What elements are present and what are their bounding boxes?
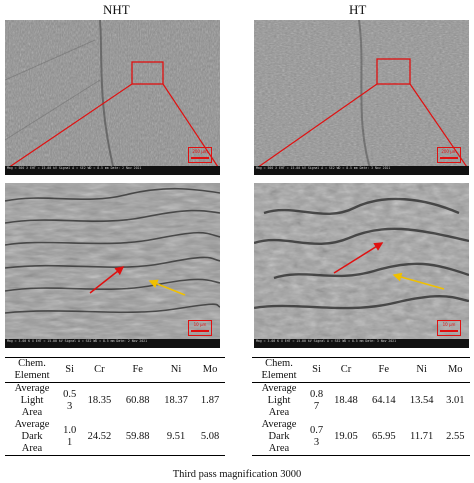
ht-overview-micrograph: 200 µm Mag = 500 X EHT = 15.00 kV Signal… xyxy=(254,20,469,175)
header-label-cell: Chem. Element xyxy=(261,358,297,381)
ht-detail-micrograph: 10 µm Mag = 3.00 K X EHT = 15.00 kV Sign… xyxy=(254,183,469,348)
cell-ni: 13.54 xyxy=(409,395,434,406)
figure-caption: Third pass magnification 3000 xyxy=(172,469,302,480)
nht-bottom-scale-bar: 10 µm xyxy=(188,320,212,336)
cell-cr: 24.52 xyxy=(87,431,112,442)
table-row: Average Dark Area 1.0 1 24.52 59.88 9.51… xyxy=(5,419,225,456)
cell-fe: 60.88 xyxy=(125,395,150,406)
table-row: Average Light Area 0.5 3 18.35 60.88 18.… xyxy=(5,383,225,420)
nht-composition-table: Chem. Element Si Cr Fe Ni Mo Average Lig… xyxy=(5,357,225,456)
cell-ni: 18.37 xyxy=(164,395,188,406)
cell-ni: 11.71 xyxy=(410,431,434,442)
table-row: Average Light Area 0.8 7 18.48 64.14 13.… xyxy=(252,383,470,420)
cell-mo: 1.87 xyxy=(200,395,220,406)
header-ni: Ni xyxy=(170,364,182,375)
header-si: Si xyxy=(65,364,75,375)
table-header-row: Chem. Element Si Cr Fe Ni Mo xyxy=(5,357,225,383)
row-label: Average Dark Area xyxy=(14,419,50,454)
cell-si: 0.5 3 xyxy=(63,389,77,412)
nht-top-infobar: Mag = 500 X EHT = 15.00 kV Signal A = SE… xyxy=(5,166,220,175)
cell-fe: 59.88 xyxy=(125,431,150,442)
nht-bottom-infobar: Mag = 3.00 K X EHT = 15.00 kV Signal A =… xyxy=(5,339,220,348)
ht-bottom-scale-bar: 10 µm xyxy=(437,320,461,336)
header-fe: Fe xyxy=(132,364,143,375)
cell-si: 0.7 3 xyxy=(309,425,324,448)
nht-top-scale-bar: 200 µm xyxy=(188,147,212,163)
ht-title: HT xyxy=(349,2,367,17)
row-label: Average Light Area xyxy=(14,383,50,418)
cell-ni: 9.51 xyxy=(166,431,186,442)
cell-si: 1.0 1 xyxy=(63,425,77,448)
header-si: Si xyxy=(312,364,321,375)
cell-cr: 18.48 xyxy=(334,395,358,406)
row-label: Average Light Area xyxy=(261,383,297,418)
cell-fe: 64.14 xyxy=(371,395,396,406)
header-cr: Cr xyxy=(340,364,352,375)
header-label-cell: Chem. Element xyxy=(14,358,50,381)
ht-top-infobar: Mag = 500 X EHT = 15.00 kV Signal A = SE… xyxy=(254,166,469,175)
ht-composition-table: Chem. Element Si Cr Fe Ni Mo Average Lig… xyxy=(252,357,470,456)
nht-top-scale-label: 200 µm xyxy=(192,149,208,154)
header-fe: Fe xyxy=(378,364,390,375)
cell-cr: 19.05 xyxy=(334,431,358,442)
header-cr: Cr xyxy=(94,364,105,375)
header-mo: Mo xyxy=(447,364,463,375)
cell-mo: 3.01 xyxy=(446,395,465,406)
cell-cr: 18.35 xyxy=(87,395,112,406)
cell-mo: 2.55 xyxy=(446,431,465,442)
ht-top-scale-label: 200 µm xyxy=(441,149,457,154)
ht-bottom-scale-label: 10 µm xyxy=(442,322,456,327)
cell-mo: 5.08 xyxy=(200,431,220,442)
table-row: Average Dark Area 0.7 3 19.05 65.95 11.7… xyxy=(252,419,470,456)
cell-fe: 65.95 xyxy=(371,431,396,442)
header-ni: Ni xyxy=(416,364,427,375)
nht-title: NHT xyxy=(103,2,130,17)
row-label: Average Dark Area xyxy=(261,419,297,454)
ht-bottom-infobar: Mag = 3.00 K X EHT = 15.00 kV Signal A =… xyxy=(254,339,469,348)
table-header-row: Chem. Element Si Cr Fe Ni Mo xyxy=(252,357,470,383)
nht-bottom-scale-label: 10 µm xyxy=(193,322,207,327)
nht-detail-micrograph: 10 µm Mag = 3.00 K X EHT = 15.00 kV Sign… xyxy=(5,183,220,348)
nht-overview-micrograph: 200 µm Mag = 500 X EHT = 15.00 kV Signal… xyxy=(5,20,220,175)
header-mo: Mo xyxy=(202,364,218,375)
ht-top-scale-bar: 200 µm xyxy=(437,147,461,163)
cell-si: 0.8 7 xyxy=(309,389,324,412)
